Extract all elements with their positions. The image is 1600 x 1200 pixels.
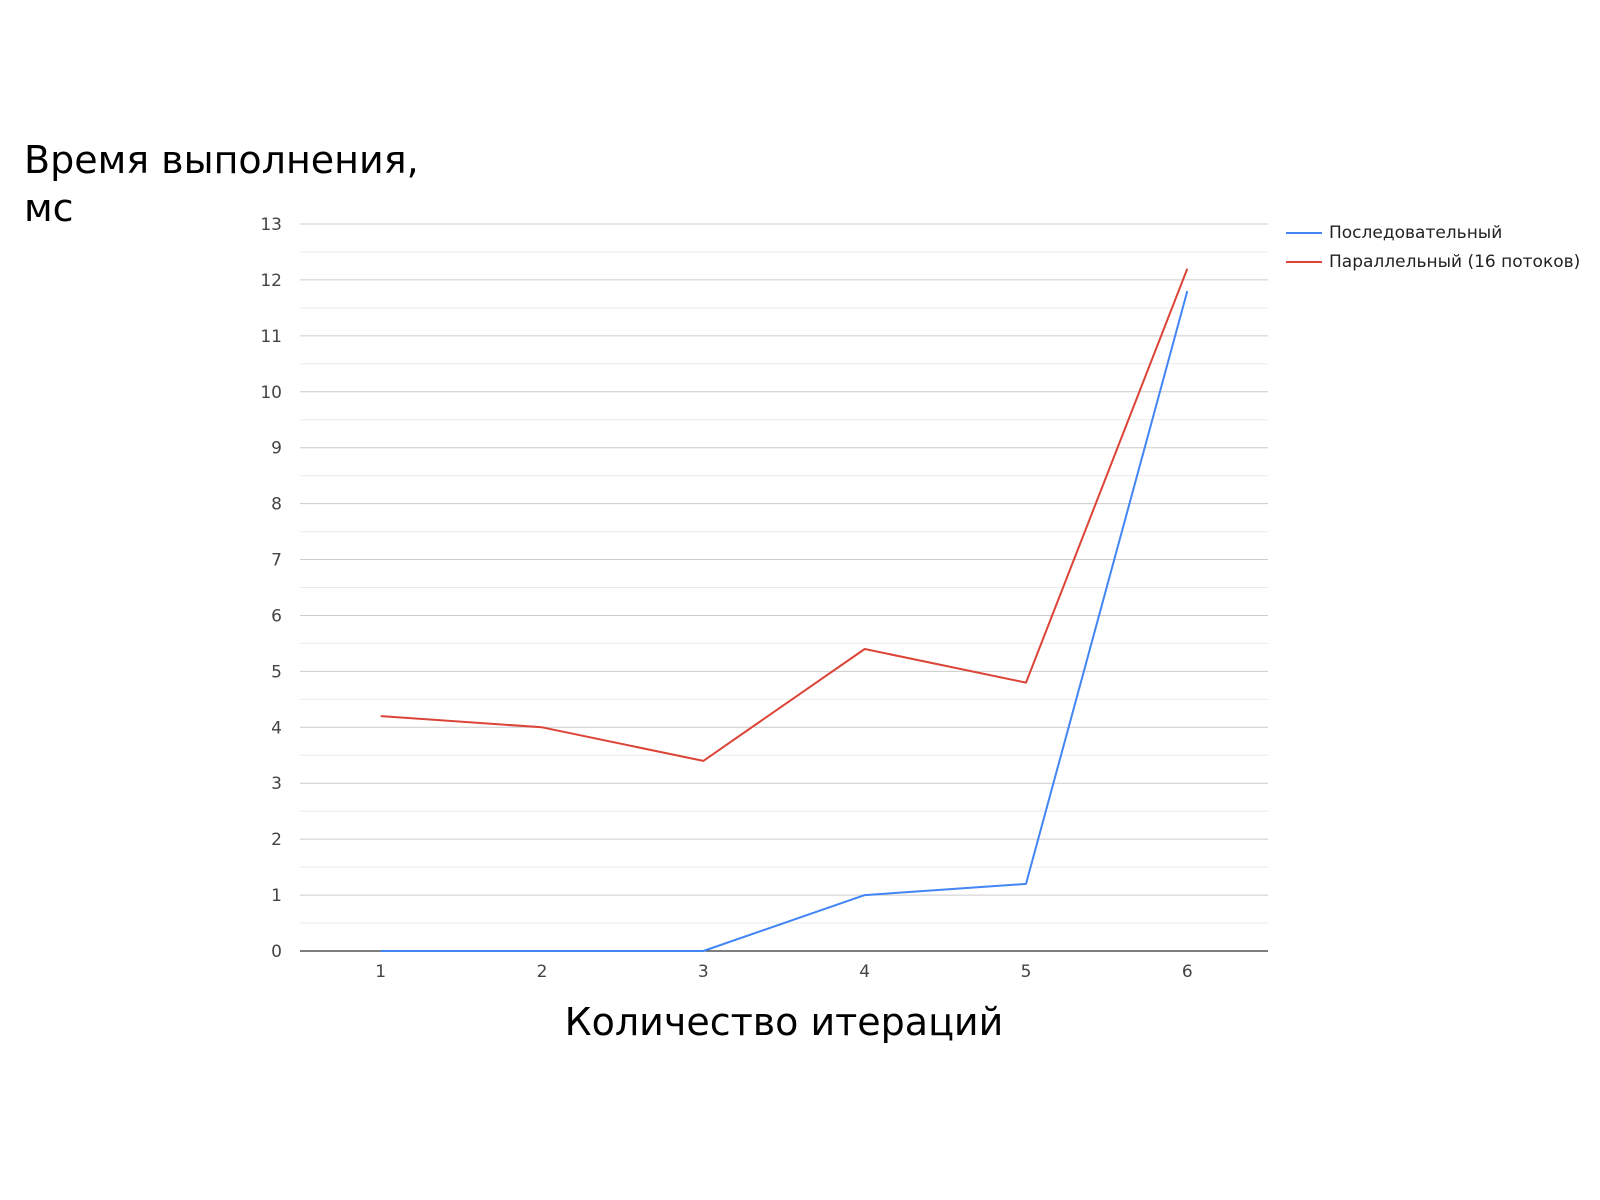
y-tick-label: 1: [271, 886, 282, 906]
y-tick-label: 10: [260, 383, 282, 403]
series-line-parallel: [380, 268, 1189, 762]
y-tick-label: 11: [260, 327, 282, 347]
x-axis-title: Количество итераций: [564, 1000, 1004, 1044]
y-tick-label: 3: [271, 774, 282, 794]
x-tick-label: 6: [1182, 962, 1193, 982]
x-tick-label: 4: [859, 962, 870, 982]
legend: Последовательный Параллельный (16 потоко…: [1286, 222, 1586, 280]
y-tick-label: 12: [260, 271, 282, 291]
x-tick-label: 3: [698, 962, 709, 982]
legend-item-sequential: Последовательный: [1286, 222, 1586, 245]
y-tick-label: 9: [271, 439, 282, 459]
x-tick-label: 1: [375, 962, 386, 982]
y-axis-title: Время выполнения, мс: [24, 138, 419, 230]
series-lines: [380, 268, 1189, 952]
x-tick-label: 2: [537, 962, 548, 982]
legend-swatch-parallel: [1286, 261, 1322, 263]
legend-label-sequential: Последовательный: [1329, 223, 1503, 243]
y-tick-label: 8: [271, 495, 282, 515]
y-tick-label: 13: [260, 215, 282, 235]
y-tick-label: 0: [271, 942, 282, 962]
y-tick-label: 6: [271, 606, 282, 626]
y-tick-label: 7: [271, 551, 282, 571]
y-tick-label: 2: [271, 830, 282, 850]
y-tick-label: 4: [271, 718, 282, 738]
series-line-sequential: [380, 290, 1189, 952]
legend-label-parallel: Параллельный (16 потоков): [1329, 252, 1581, 272]
legend-swatch-sequential: [1286, 232, 1322, 234]
y-tick-label: 5: [271, 662, 282, 682]
x-tick-label: 5: [1021, 962, 1032, 982]
legend-item-parallel: Параллельный (16 потоков): [1286, 251, 1586, 274]
gridlines: [300, 223, 1268, 924]
